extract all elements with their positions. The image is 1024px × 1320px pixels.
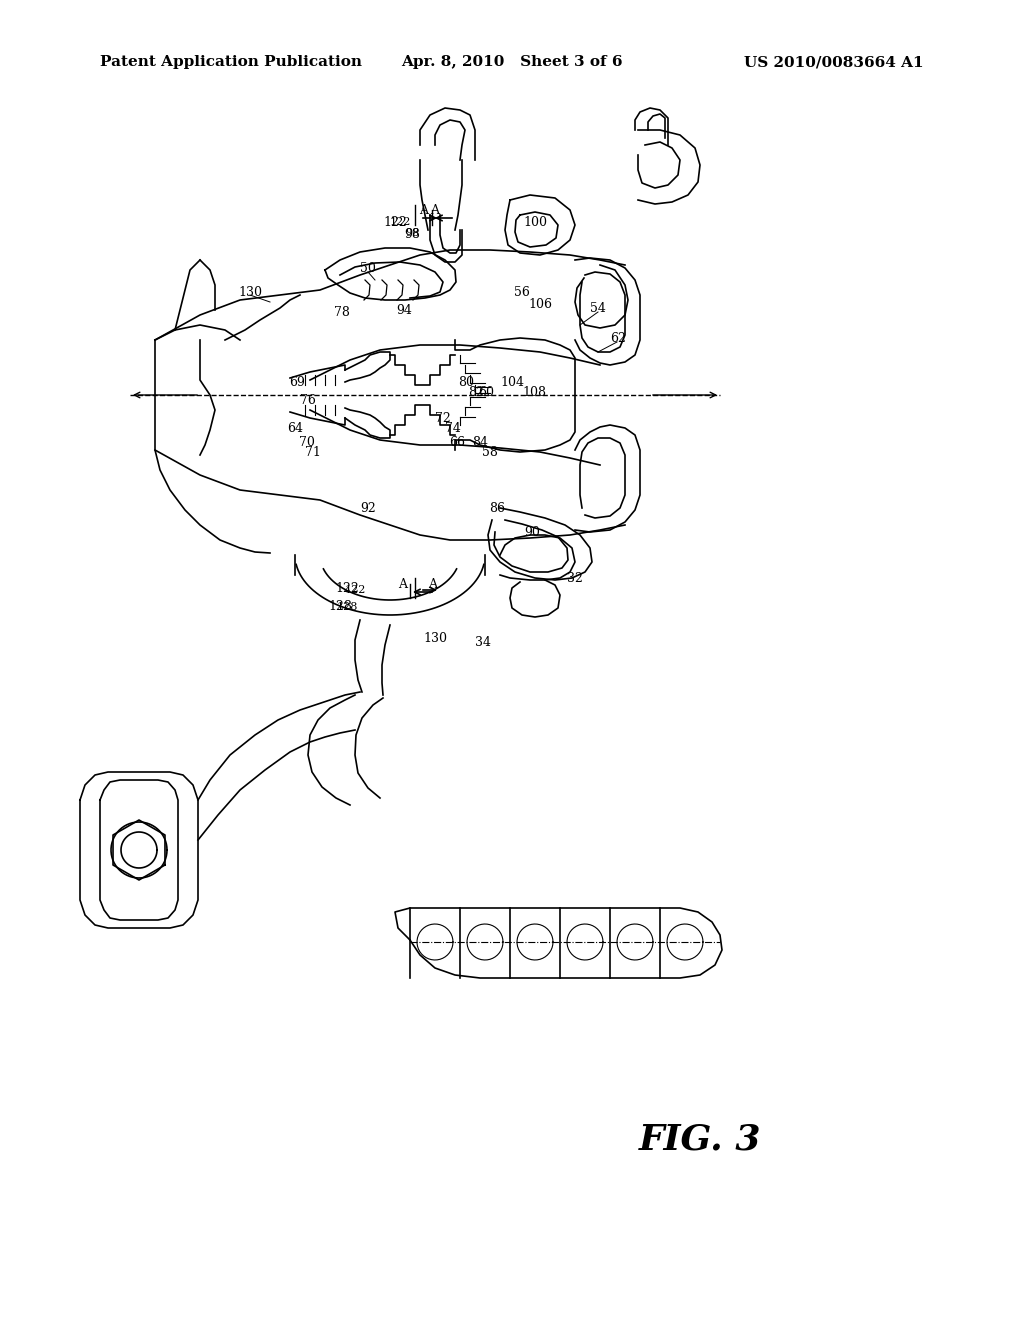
Text: 54: 54: [590, 301, 606, 314]
Text: US 2010/0083664 A1: US 2010/0083664 A1: [744, 55, 924, 69]
Text: 74: 74: [445, 421, 461, 434]
Text: 94: 94: [396, 304, 412, 317]
Text: 78: 78: [334, 305, 350, 318]
Text: 50: 50: [360, 261, 376, 275]
Text: 34: 34: [475, 636, 490, 649]
Text: 108: 108: [522, 385, 546, 399]
Text: FIG. 3: FIG. 3: [639, 1123, 761, 1158]
Text: 122: 122: [383, 215, 407, 228]
Text: 72: 72: [435, 412, 451, 425]
Text: 58: 58: [482, 446, 498, 459]
Text: 32: 32: [567, 572, 583, 585]
Text: 98: 98: [404, 227, 420, 240]
Text: 70: 70: [299, 437, 315, 450]
Text: 122: 122: [335, 582, 358, 594]
Text: 130: 130: [423, 631, 447, 644]
Text: Apr. 8, 2010   Sheet 3 of 6: Apr. 8, 2010 Sheet 3 of 6: [401, 55, 623, 69]
Text: 130: 130: [238, 285, 262, 298]
Text: 122: 122: [389, 216, 411, 227]
Text: 62: 62: [610, 331, 626, 345]
Text: 128: 128: [328, 601, 352, 614]
Text: A: A: [428, 578, 437, 590]
Text: 104: 104: [500, 375, 524, 388]
Text: 69: 69: [289, 375, 305, 388]
Text: 60: 60: [478, 385, 494, 399]
Text: A: A: [398, 578, 408, 590]
Text: 66: 66: [449, 437, 465, 450]
Text: 56: 56: [514, 285, 530, 298]
Text: 86: 86: [489, 502, 505, 515]
Text: 84: 84: [472, 437, 488, 450]
Text: 76: 76: [300, 393, 316, 407]
Text: 106: 106: [528, 298, 552, 312]
Text: Patent Application Publication: Patent Application Publication: [100, 55, 362, 69]
Text: 64: 64: [287, 421, 303, 434]
Text: 128: 128: [336, 602, 357, 612]
Text: A: A: [430, 203, 439, 216]
Text: 80: 80: [458, 375, 474, 388]
Text: A: A: [420, 203, 428, 216]
Text: 122: 122: [344, 585, 366, 595]
Text: 100: 100: [523, 215, 547, 228]
Text: 90: 90: [524, 527, 540, 540]
Text: 71: 71: [305, 446, 321, 459]
Text: 92: 92: [360, 502, 376, 515]
Text: 98: 98: [404, 228, 419, 238]
Text: 82: 82: [468, 385, 484, 399]
